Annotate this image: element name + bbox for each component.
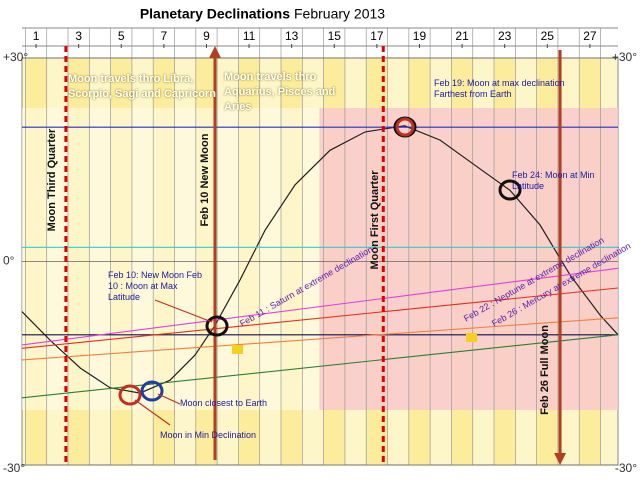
x-tick-label: 15 [328, 29, 342, 43]
x-tick-label: 21 [455, 29, 469, 43]
marker-arrow [554, 453, 567, 465]
annotation: Feb 19: Moon at max declination Farthest… [434, 78, 565, 99]
series-line [21, 287, 619, 349]
x-tick-label: 19 [413, 29, 427, 43]
x-tick-label: 5 [118, 29, 125, 43]
annotation: Feb 24: Moon at Min Latitude [512, 170, 595, 191]
marker-label: Moon Third Quarter [46, 128, 58, 231]
series-line [21, 267, 619, 346]
series-line [21, 334, 619, 399]
series-line [21, 317, 619, 361]
y-tick-label: +30° [612, 50, 637, 64]
highlight-circle [395, 117, 415, 137]
highlight-circle [498, 179, 522, 201]
y-tick-label: +30° [3, 50, 28, 64]
marker-label: Feb 10 New Moon [199, 133, 211, 226]
annotation: Moon travels thro Aquarius, Pisces and A… [224, 71, 336, 113]
annotation: Feb 10: New Moon Feb 10 : Moon at Max La… [108, 270, 203, 302]
marker-label: Moon First Quarter [369, 170, 381, 270]
event-box [466, 333, 477, 342]
annotation: Moon closest to Earth [180, 398, 268, 408]
pink-band [319, 108, 618, 410]
chart-subtitle: February 2013 [294, 6, 385, 22]
pointer [154, 299, 213, 323]
x-tick-label: 9 [203, 29, 210, 43]
x-tick-label: 1 [33, 29, 40, 43]
annotation: Moon in Min Declination [160, 430, 257, 440]
x-tick-label: 25 [541, 29, 555, 43]
pointer [134, 399, 171, 426]
marker-label: Feb 26 Full Moon [539, 325, 551, 415]
highlight-circle [118, 384, 142, 406]
y-tick-label: -30° [3, 461, 25, 475]
annotation: Moon travels thro Libra, Scorpio, Sagi a… [68, 73, 216, 100]
y-tick-label: -30° [615, 461, 637, 475]
highlight-circle [140, 380, 164, 402]
y-tick-label: 0° [3, 254, 15, 268]
chart-title: Planetary Declinations [140, 6, 290, 22]
x-tick-label: 3 [75, 29, 82, 43]
x-tick-label: 11 [243, 29, 256, 43]
pointer [157, 393, 181, 405]
event-box [232, 345, 243, 354]
x-tick-label: 17 [370, 29, 384, 43]
highlight-circle [205, 315, 229, 337]
series-line [21, 125, 619, 394]
x-tick-label: 23 [498, 29, 512, 43]
x-tick-label: 13 [285, 29, 299, 43]
x-tick-label: 27 [583, 29, 597, 43]
marker-arrow [208, 46, 221, 58]
x-tick-label: 7 [161, 29, 168, 43]
